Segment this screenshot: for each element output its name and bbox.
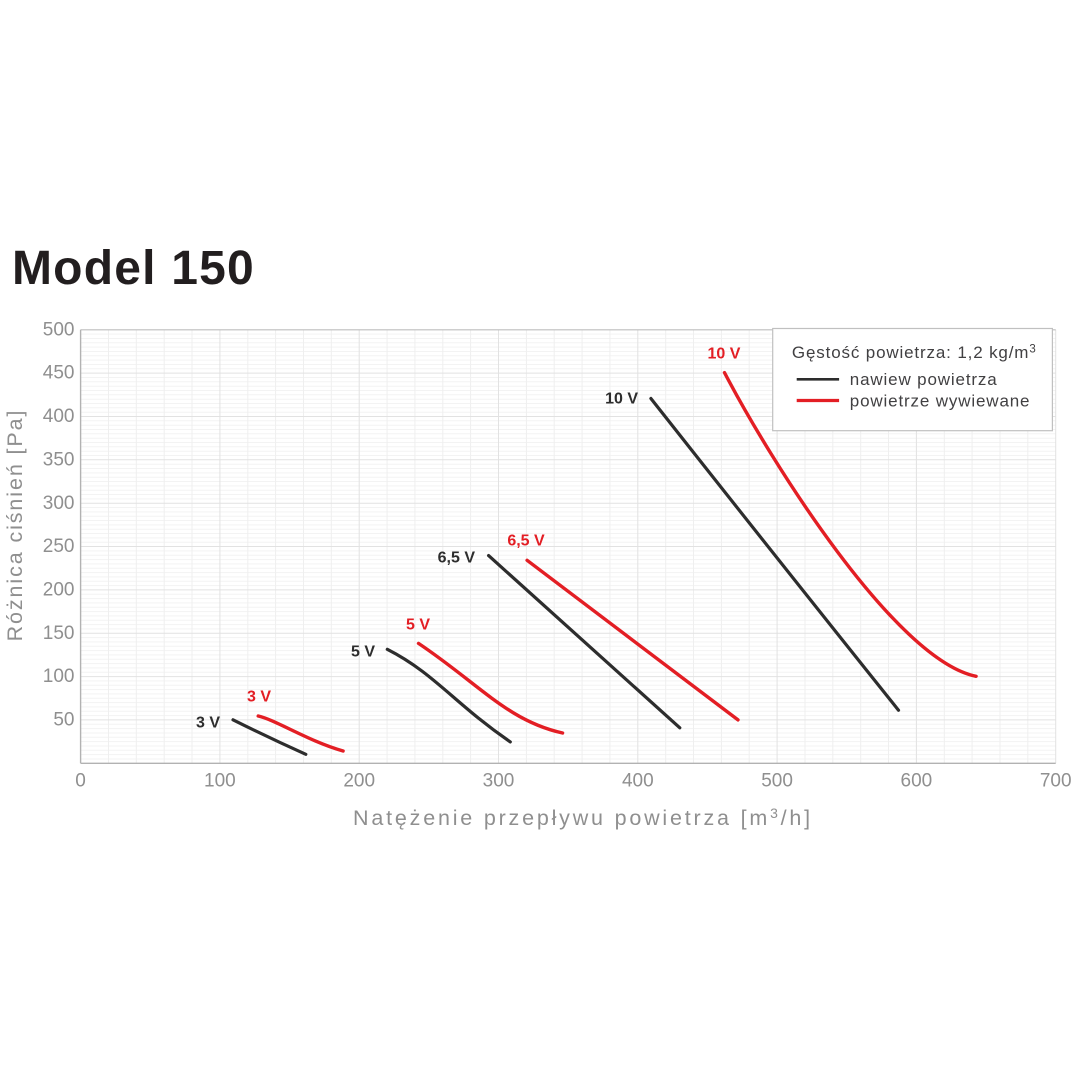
svg-text:350: 350 (43, 449, 75, 470)
svg-text:450: 450 (43, 363, 75, 384)
svg-text:Model 150: Model 150 (12, 242, 255, 295)
svg-text:Gęstość powietrza: 1,2 kg/m3: Gęstość powietrza: 1,2 kg/m3 (792, 343, 1037, 362)
svg-text:300: 300 (43, 493, 75, 514)
svg-text:50: 50 (53, 710, 74, 731)
svg-text:10 V: 10 V (605, 391, 638, 408)
svg-text:10 V: 10 V (708, 346, 741, 363)
svg-text:150: 150 (43, 623, 75, 644)
svg-text:5 V: 5 V (351, 644, 375, 661)
svg-text:500: 500 (761, 771, 793, 792)
svg-text:100: 100 (43, 666, 75, 687)
svg-text:nawiew powietrza: nawiew powietrza (850, 370, 998, 389)
svg-text:200: 200 (43, 580, 75, 601)
svg-text:3 V: 3 V (196, 715, 220, 732)
svg-text:100: 100 (204, 771, 236, 792)
svg-text:500: 500 (43, 319, 75, 340)
svg-text:Różnica ciśnień [Pa]: Różnica ciśnień [Pa] (3, 409, 27, 642)
svg-text:700: 700 (1040, 771, 1072, 792)
svg-text:Natężenie przepływu powietrza: Natężenie przepływu powietrza [m3/h] (353, 805, 813, 830)
svg-text:250: 250 (43, 536, 75, 557)
svg-text:300: 300 (483, 771, 515, 792)
svg-text:400: 400 (43, 406, 75, 427)
svg-text:200: 200 (343, 771, 375, 792)
svg-text:6,5 V: 6,5 V (507, 533, 545, 550)
svg-text:6,5 V: 6,5 V (438, 550, 476, 567)
svg-text:0: 0 (75, 771, 86, 792)
svg-text:3 V: 3 V (247, 689, 271, 706)
svg-text:5 V: 5 V (406, 617, 430, 634)
svg-text:600: 600 (901, 771, 933, 792)
svg-text:400: 400 (622, 771, 654, 792)
svg-text:powietrze wywiewane: powietrze wywiewane (850, 391, 1031, 410)
